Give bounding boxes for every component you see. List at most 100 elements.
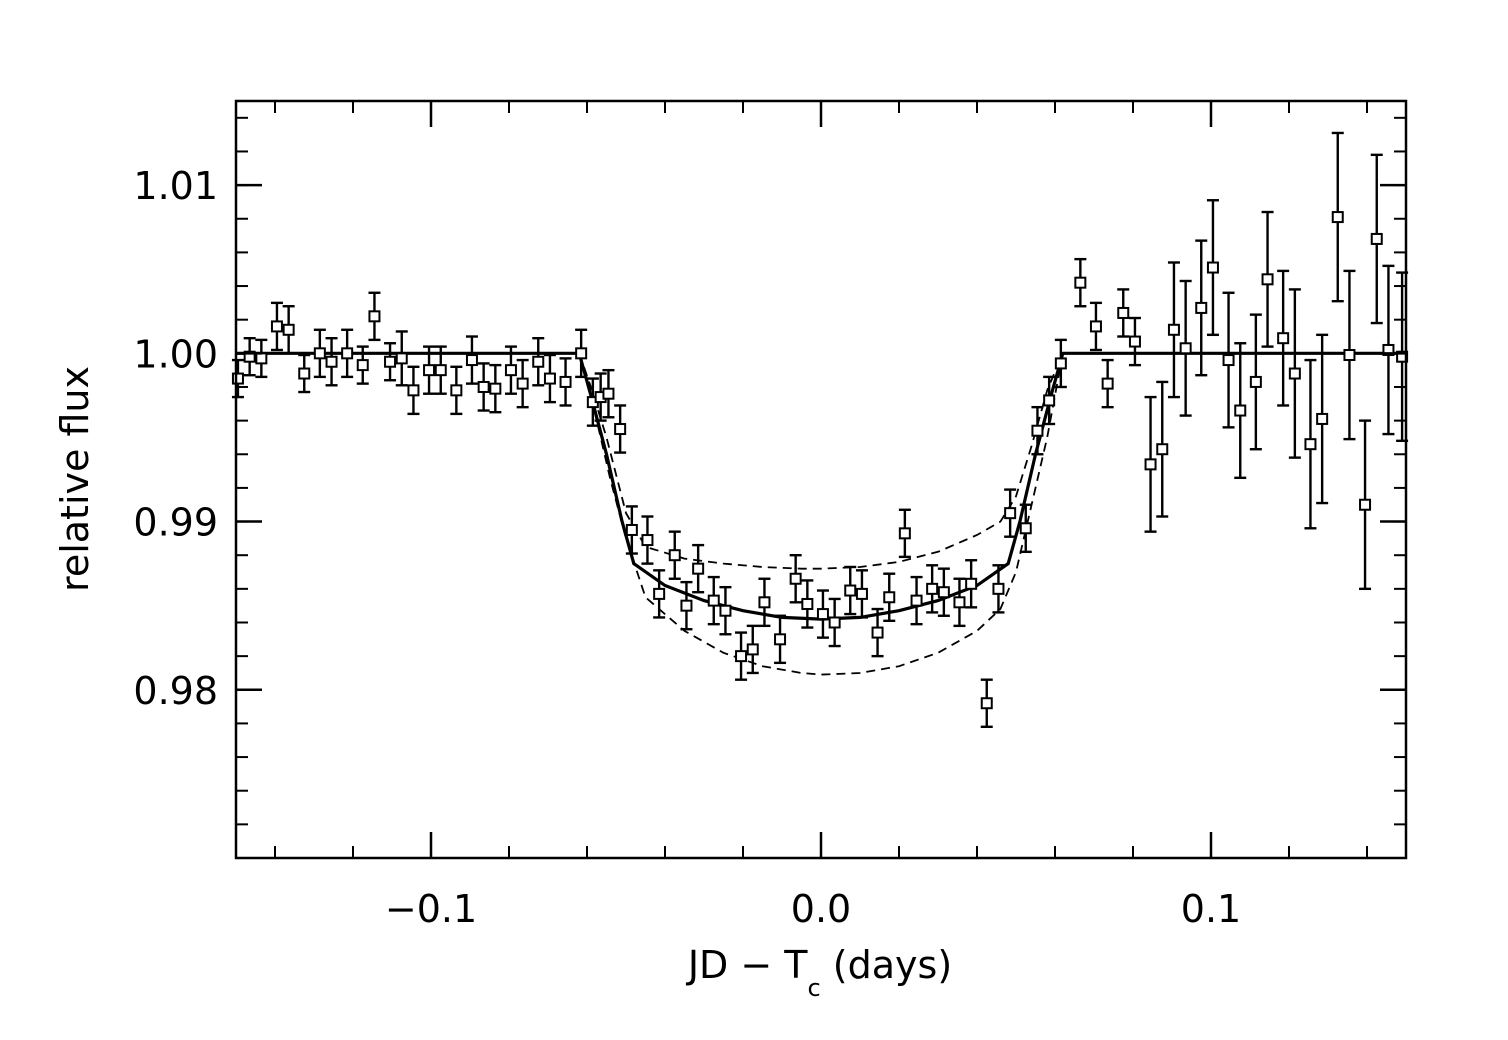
data-point (423, 345, 436, 395)
point-marker (641, 534, 654, 547)
data-point (1128, 316, 1141, 367)
point-marker (746, 643, 759, 656)
point-marker (1156, 443, 1169, 456)
point-marker (1101, 377, 1114, 390)
point-marker (1277, 332, 1290, 345)
y-tick-label: 0.99 (133, 501, 218, 545)
data-point (1206, 199, 1219, 337)
y-tick-label: 1.01 (133, 164, 218, 208)
data-point (489, 363, 502, 414)
point-marker (614, 423, 627, 436)
data-points (231, 131, 1409, 728)
data-point (1031, 405, 1044, 456)
x-tick-label: −0.1 (385, 887, 477, 931)
point-marker (1089, 320, 1102, 333)
data-point (594, 372, 607, 422)
data-point (1144, 395, 1157, 533)
data-point (504, 345, 517, 395)
data-point (384, 342, 397, 382)
point-marker (1128, 335, 1141, 348)
data-point (1089, 301, 1102, 352)
point-marker (423, 364, 436, 377)
data-point (965, 559, 978, 609)
data-point (1019, 503, 1032, 554)
data-point (789, 554, 802, 604)
point-marker (801, 597, 814, 610)
data-point (532, 336, 545, 387)
point-marker (1019, 522, 1032, 535)
data-point (1054, 338, 1067, 389)
point-marker (1261, 273, 1274, 286)
data-point (1117, 288, 1130, 338)
data-point (575, 328, 588, 379)
point-marker (1234, 404, 1247, 417)
data-point (270, 301, 283, 352)
point-marker (575, 347, 588, 360)
x-axis-label: JD − Tc (days) (686, 943, 952, 1002)
point-marker (653, 587, 666, 600)
axes (236, 101, 1406, 859)
point-marker (1370, 232, 1383, 245)
data-point (680, 580, 693, 631)
data-point (1359, 419, 1372, 591)
point-marker (1222, 354, 1235, 367)
point-marker (735, 650, 748, 663)
data-point (1074, 257, 1087, 308)
point-marker (1316, 412, 1329, 425)
point-marker (356, 359, 369, 372)
point-marker (434, 364, 447, 377)
point-marker (559, 375, 572, 388)
data-point (477, 362, 490, 412)
y-tick-label: 0.98 (133, 669, 218, 713)
data-point (313, 328, 326, 379)
point-marker (1249, 375, 1262, 388)
x-axis-label-subscript: c (808, 974, 821, 1002)
point-marker (543, 372, 556, 385)
point-marker (828, 616, 841, 629)
data-point (926, 564, 939, 614)
data-point (231, 358, 244, 399)
data-point (614, 404, 627, 454)
data-point (641, 515, 654, 565)
data-point (450, 365, 463, 416)
data-point (1331, 131, 1344, 303)
point-marker (298, 367, 311, 380)
data-point (559, 357, 572, 407)
point-marker (1167, 323, 1180, 336)
data-point (298, 353, 311, 394)
data-point (855, 569, 868, 619)
data-point (243, 336, 256, 377)
point-marker (1004, 507, 1017, 520)
x-tick-label: 0.1 (1181, 887, 1241, 931)
data-point (1288, 288, 1301, 459)
point-marker (1179, 342, 1192, 355)
point-marker (910, 594, 923, 607)
data-point (1222, 291, 1235, 429)
point-marker (282, 323, 295, 336)
data-point (255, 338, 268, 379)
data-point (774, 614, 787, 665)
data-point (1101, 358, 1114, 409)
point-marker (1304, 438, 1317, 451)
point-marker (898, 527, 911, 540)
point-marker (384, 355, 397, 368)
point-marker (450, 384, 463, 397)
data-point (368, 291, 381, 342)
point-marker (395, 352, 408, 365)
y-axis-label: relative flux (53, 366, 97, 592)
data-point (625, 505, 638, 555)
point-marker (255, 352, 268, 365)
point-marker (707, 594, 720, 607)
point-marker (625, 523, 638, 536)
data-point (707, 575, 720, 626)
point-marker (602, 387, 615, 400)
point-marker (368, 310, 381, 323)
point-marker (844, 584, 857, 597)
point-marker (231, 372, 244, 385)
point-marker (1144, 458, 1157, 471)
data-point (1195, 239, 1208, 377)
data-point (1004, 488, 1017, 538)
point-marker (937, 586, 950, 599)
point-marker (477, 380, 490, 393)
point-marker (1117, 306, 1130, 319)
